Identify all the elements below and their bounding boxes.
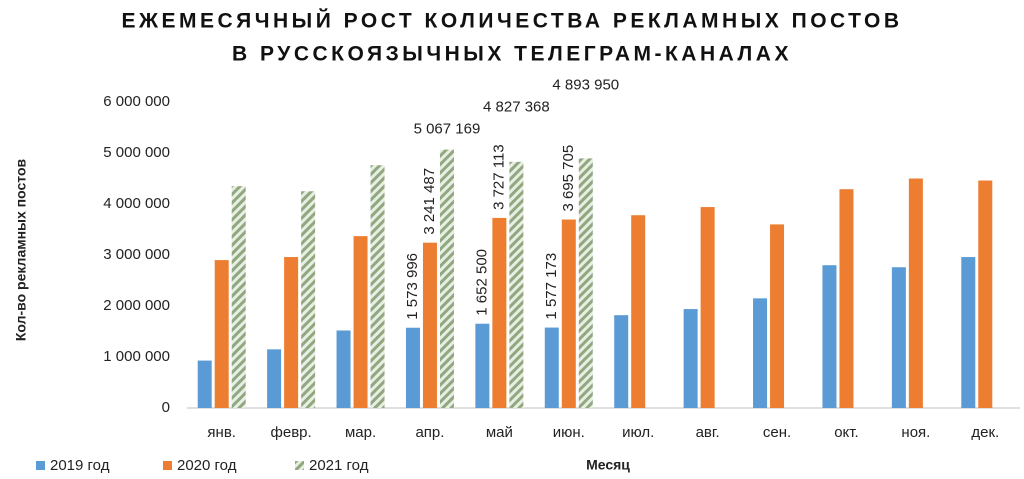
data-label: 3 241 487	[421, 168, 438, 235]
data-label: 5 067 169	[414, 121, 481, 138]
chart-title: ЕЖЕМЕСЯЧНЫЙ РОСТ КОЛИЧЕСТВА РЕКЛАМНЫХ ПО…	[121, 9, 902, 33]
data-label: 1 577 173	[543, 253, 560, 320]
bar	[822, 265, 837, 408]
bar	[370, 165, 385, 408]
y-tick-label: 2 000 000	[103, 297, 170, 314]
chart-title: В РУССКОЯЗЫЧНЫХ ТЕЛЕГРАМ-КАНАЛАХ	[232, 43, 792, 66]
data-label: 4 827 368	[483, 99, 550, 116]
bar	[770, 224, 785, 408]
bar	[839, 189, 854, 408]
x-tick-label: май	[486, 424, 513, 441]
x-tick-label: ноя.	[901, 424, 930, 441]
bar	[578, 158, 593, 408]
bar	[284, 257, 299, 408]
bar	[439, 149, 454, 408]
bar	[231, 186, 246, 408]
bar	[301, 191, 316, 408]
bar	[197, 360, 212, 408]
data-label: 3 695 705	[560, 145, 577, 212]
x-tick-label: дек.	[971, 424, 999, 441]
bar	[891, 267, 906, 408]
x-tick-label: окт.	[834, 424, 858, 441]
x-tick-label: июл.	[622, 424, 654, 441]
x-axis-title: Месяц	[586, 457, 630, 473]
legend-swatch	[295, 461, 304, 470]
y-axis-title: Кол-во рекламных постов	[13, 158, 29, 341]
x-tick-label: мар.	[345, 424, 376, 441]
bar	[561, 219, 576, 408]
x-tick-label: янв.	[207, 424, 236, 441]
bar	[753, 298, 768, 408]
y-tick-label: 6 000 000	[103, 93, 170, 110]
data-label: 1 652 500	[473, 249, 490, 316]
bar	[353, 236, 368, 408]
bar	[908, 178, 923, 408]
data-label: 1 573 996	[404, 253, 421, 320]
y-tick-label: 1 000 000	[103, 348, 170, 365]
x-tick-label: сен.	[763, 424, 791, 441]
bar	[509, 161, 524, 408]
legend-label: 2021 год	[309, 457, 369, 474]
bar	[475, 323, 490, 408]
y-tick-label: 5 000 000	[103, 144, 170, 161]
y-tick-label: 3 000 000	[103, 246, 170, 263]
legend-swatch	[36, 461, 45, 470]
bar	[267, 349, 282, 408]
legend-swatch	[163, 461, 172, 470]
bar	[700, 207, 715, 408]
legend-label: 2019 год	[50, 457, 110, 474]
bar	[336, 330, 351, 408]
x-tick-label: апр.	[415, 424, 444, 441]
bar	[544, 327, 559, 408]
y-tick-label: 0	[162, 399, 170, 416]
x-tick-label: авг.	[696, 424, 720, 441]
bar	[961, 257, 976, 408]
bar	[492, 217, 507, 408]
bar	[405, 327, 420, 408]
legend-label: 2020 год	[177, 457, 237, 474]
bar	[631, 215, 646, 408]
data-label: 4 893 950	[552, 77, 619, 94]
data-label: 3 727 113	[490, 144, 507, 210]
bar	[422, 242, 437, 408]
x-tick-label: июн.	[553, 424, 585, 441]
x-tick-label: февр.	[271, 424, 312, 441]
bar	[214, 260, 229, 408]
bar	[978, 180, 993, 408]
bar	[614, 315, 629, 408]
bar	[683, 309, 698, 408]
y-tick-label: 4 000 000	[103, 195, 170, 212]
